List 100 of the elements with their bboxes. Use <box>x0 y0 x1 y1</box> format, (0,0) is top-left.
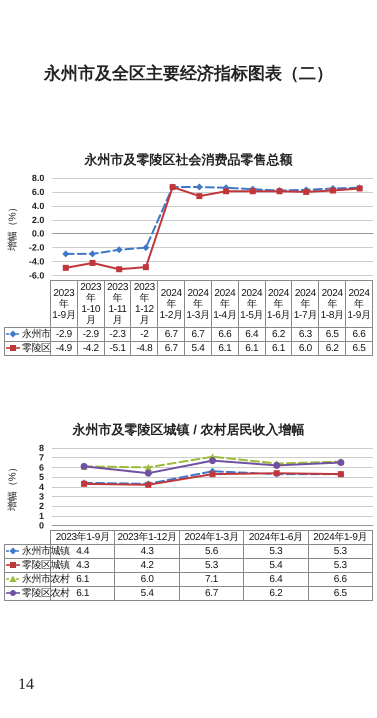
y-axis-title: 增幅（%） <box>6 202 18 252</box>
data-label: 6.7 <box>158 342 185 356</box>
data-label: -2.9 <box>77 328 104 342</box>
legend-label: 永州市 <box>4 328 50 342</box>
data-label: 4.2 <box>114 558 180 572</box>
legend-label: 永州市城镇 <box>21 544 70 558</box>
x-tick-label: 2023年1-12月 <box>114 530 180 544</box>
data-label: 6.1 <box>238 342 266 356</box>
data-label: 5.3 <box>179 558 244 572</box>
point <box>88 250 96 258</box>
y-tick-label: 6.0 <box>32 186 44 197</box>
data-label: -2.3 <box>104 328 131 342</box>
data-label: 6.2 <box>244 586 308 600</box>
chart-title: 永州市及零陵区社会消费品零售总额 <box>83 151 294 169</box>
data-label: 5.4 <box>114 586 180 600</box>
data-label: -4.8 <box>130 342 158 356</box>
data-label: -4.9 <box>50 342 78 356</box>
x-tick-label: 2024年1-6月 <box>244 530 308 544</box>
y-tick-label: 0.0 <box>32 228 44 239</box>
y-tick-label: 6 <box>38 462 44 472</box>
legend-label: 永州市农村 <box>21 572 70 586</box>
point <box>62 264 69 271</box>
y-tick-label: 5 <box>38 472 44 482</box>
data-label: 4.3 <box>76 560 90 571</box>
legend-label: 零陵区城镇 <box>21 558 70 572</box>
data-label: 6.1 <box>76 588 90 599</box>
x-tick-label: 2024年 1-4月 <box>211 280 238 328</box>
data-label: 6.0 <box>292 342 319 356</box>
y-tick-label: 4 <box>38 482 44 492</box>
text: 永州市及全区主要经济指标图表（二） <box>42 63 334 85</box>
data-label: 4.3 <box>114 544 180 558</box>
x-tick-label: 2023年 1-9月 <box>50 280 78 328</box>
point <box>210 471 216 478</box>
data-label: 6.1 <box>265 342 292 356</box>
x-tick-label: 2024年1-9月 <box>308 530 372 544</box>
x-tick-label: 2024年 1-6月 <box>265 280 292 328</box>
y-tick-label: 2.0 <box>32 214 44 225</box>
point <box>142 244 150 252</box>
point <box>116 266 122 272</box>
point <box>144 470 152 477</box>
data-label: 6.7 <box>179 586 244 600</box>
point <box>62 250 70 258</box>
data-label: 7.1 <box>179 572 244 586</box>
point <box>330 188 336 194</box>
chart-title: 永州市及零陵区城镇 / 农村居民收入增幅 <box>71 421 306 439</box>
legend-label: 零陵区 <box>4 342 50 356</box>
text: 14 <box>18 676 34 694</box>
x-tick-label: 2023年 1-10月 <box>77 280 104 328</box>
point <box>89 260 96 266</box>
x-tick-label: 2024年1-3月 <box>179 530 244 544</box>
data-label: 6.6 <box>346 328 372 342</box>
point <box>142 264 149 270</box>
point <box>209 457 216 464</box>
data-label: -4.2 <box>77 342 104 356</box>
data-label: 6.6 <box>308 572 372 586</box>
y-axis-title: 增幅（%） <box>6 462 18 512</box>
data-label: 5.3 <box>308 558 372 572</box>
data-label: 6.3 <box>292 328 319 342</box>
data-label: 6.2 <box>318 342 346 356</box>
data-label: 6.4 <box>238 328 266 342</box>
y-tick-label: 2 <box>38 501 44 512</box>
data-label: 6.2 <box>265 328 292 342</box>
x-tick-label: 2024年 1-9月 <box>346 280 372 328</box>
data-label: -2 <box>130 328 158 342</box>
point <box>250 188 256 194</box>
x-tick-label: 2024年 1-5月 <box>238 280 266 328</box>
y-tick-label: -4.0 <box>28 256 44 267</box>
data-label: 6.5 <box>318 328 346 342</box>
x-tick-label: 2023年1-9月 <box>50 530 115 544</box>
point <box>196 184 203 191</box>
data-label: 6.4 <box>244 572 308 586</box>
y-tick-label: 7 <box>38 452 44 463</box>
data-label: 6.1 <box>211 342 238 356</box>
data-label: 6.7 <box>184 328 212 342</box>
y-tick-label: -2.0 <box>28 242 44 253</box>
y-tick-label: -6.0 <box>28 270 44 280</box>
data-label: 5.6 <box>179 544 244 558</box>
x-tick-label: 2024年 1-2月 <box>158 280 185 328</box>
point <box>303 188 310 195</box>
x-tick-label: 2023年 1-12月 <box>130 280 158 328</box>
data-label: 5.4 <box>184 342 212 356</box>
point <box>116 246 123 254</box>
data-label: -2.9 <box>50 328 78 342</box>
y-tick-label: 8.0 <box>32 173 44 183</box>
point <box>196 193 202 200</box>
data-label: 6.1 <box>76 574 90 585</box>
y-tick-label: 1 <box>38 510 44 521</box>
data-label: 6.0 <box>114 572 180 586</box>
data-label: 6.5 <box>346 342 372 356</box>
x-tick-label: 2024年 1-8月 <box>318 280 346 328</box>
data-label: 6.5 <box>308 586 372 600</box>
y-tick-label: 8 <box>38 443 44 453</box>
y-tick-label: 0 <box>38 520 44 530</box>
x-tick-label: 2023年 1-11月 <box>104 280 131 328</box>
data-label: -5.1 <box>104 342 131 356</box>
point <box>223 188 230 194</box>
data-label: 5.4 <box>244 558 308 572</box>
y-tick-label: 3 <box>38 491 44 502</box>
data-label: 4.4 <box>76 546 90 557</box>
data-label: 5.3 <box>244 544 308 558</box>
